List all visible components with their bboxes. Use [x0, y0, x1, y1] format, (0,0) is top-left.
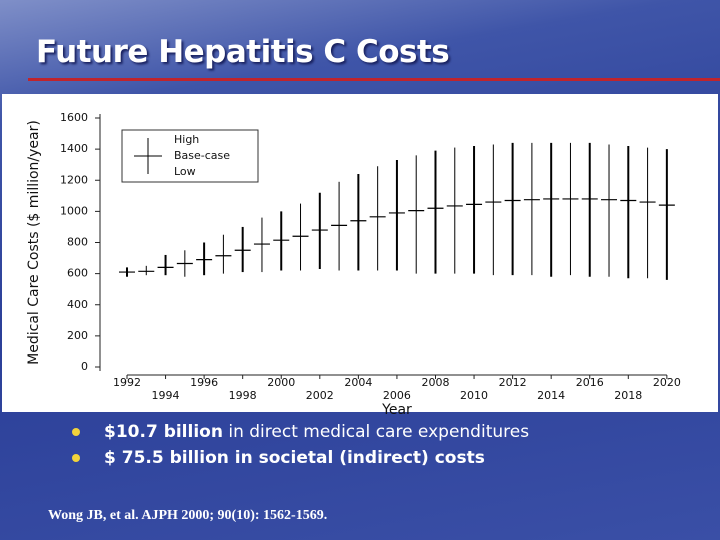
x-tick-label: 1996 [190, 376, 218, 389]
bullet-bold: $10.7 billion [104, 422, 223, 442]
x-tick-label: 2020 [653, 376, 681, 389]
y-tick-label: 1600 [60, 111, 88, 124]
x-tick-label: 1992 [113, 376, 141, 389]
x-tick-label: 2016 [576, 376, 604, 389]
x-tick-label: 1994 [152, 389, 180, 402]
x-tick-label: 2014 [537, 389, 565, 402]
slide-title: Future Hepatitis C Costs [36, 34, 450, 70]
y-axis-label: Medical Care Costs ($ million/year) [26, 120, 42, 365]
bullet-bold: $ 75.5 billion in societal (indirect) co… [104, 448, 485, 468]
title-rule [28, 78, 720, 81]
y-tick-label: 200 [67, 329, 88, 342]
x-tick-label: 2008 [421, 376, 449, 389]
bullet: $10.7 billion in direct medical care exp… [72, 422, 529, 448]
bullet-list: $10.7 billion in direct medical care exp… [72, 422, 529, 474]
x-tick-label: 2012 [499, 376, 527, 389]
x-tick-label: 1998 [229, 389, 257, 402]
bullet-text: in direct medical care expenditures [222, 422, 530, 442]
bullet: $ 75.5 billion in societal (indirect) co… [72, 448, 529, 474]
y-tick-label: 800 [67, 236, 88, 249]
y-tick-label: 1400 [60, 142, 88, 155]
chart-panel [2, 94, 718, 412]
y-tick-label: 600 [67, 267, 88, 280]
x-axis-label: Year [381, 402, 412, 418]
legend-label: Base-case [174, 149, 230, 162]
y-tick-label: 0 [81, 360, 88, 373]
legend-label: High [174, 133, 199, 146]
x-tick-label: 2010 [460, 389, 488, 402]
y-tick-label: 1000 [60, 204, 88, 217]
x-tick-label: 2018 [614, 389, 642, 402]
y-tick-label: 400 [67, 298, 88, 311]
x-tick-label: 2002 [306, 389, 334, 402]
x-tick-label: 2006 [383, 389, 411, 402]
x-tick-label: 2000 [267, 376, 295, 389]
citation: Wong JB, et al. AJPH 2000; 90(10): 1562-… [48, 508, 328, 523]
y-tick-label: 1200 [60, 173, 88, 186]
x-tick-label: 2004 [344, 376, 372, 389]
legend-label: Low [174, 165, 196, 178]
